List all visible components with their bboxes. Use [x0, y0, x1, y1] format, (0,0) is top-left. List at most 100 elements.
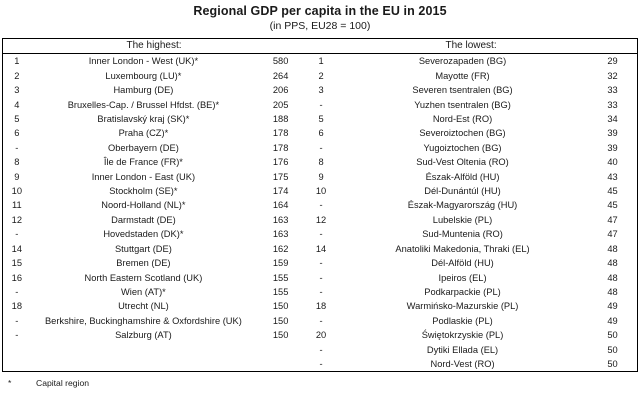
table-header: The highest: The lowest: [3, 39, 637, 55]
lowest-rank: 14 [315, 243, 327, 254]
highest-region: Praha (CZ)* [118, 128, 169, 139]
highest-value: 178 [272, 142, 289, 153]
highest-rank: 5 [14, 114, 20, 125]
highest-rank: - [15, 330, 19, 341]
highest-rank: 10 [11, 186, 22, 197]
footnote-marker: * [8, 378, 12, 389]
table-row: 16 North Eastern Scotland (UK) 155 - Ipeiros… [3, 271, 637, 285]
highest-value: 174 [272, 186, 289, 197]
highest-region: Bratislavský kraj (SK)* [97, 114, 190, 125]
highest-value: 188 [272, 114, 289, 125]
highest-value: 178 [272, 128, 289, 139]
table-row: 2 Luxembourg (LU)* 264 2 Mayotte (FR) 32 [3, 69, 637, 83]
lowest-region: Yugoiztochen (BG) [423, 142, 502, 153]
highest-rank [3, 343, 31, 357]
lowest-value: 45 [607, 186, 618, 197]
lowest-rank: - [319, 142, 323, 153]
lowest-rank: 1 [318, 56, 324, 67]
highest-region [31, 357, 257, 371]
highest-rank: - [15, 286, 19, 297]
lowest-value: 33 [607, 85, 618, 96]
header-lowest: The lowest: [305, 39, 637, 55]
footnote: * Capital region [0, 377, 640, 389]
lowest-rank: 3 [318, 85, 324, 96]
lowest-region: Észak-Magyarország (HU) [407, 200, 518, 211]
lowest-rank: - [319, 99, 323, 110]
highest-value: 159 [272, 258, 289, 269]
highest-value [256, 343, 305, 357]
lowest-value: 49 [607, 315, 618, 326]
highest-rank: 16 [11, 272, 22, 283]
highest-rank: 11 [12, 200, 22, 211]
lowest-region: Severen tsentralen (BG) [412, 85, 513, 96]
lowest-rank: - [319, 344, 323, 355]
highest-rank [3, 357, 31, 371]
highest-value: 150 [272, 301, 289, 312]
lowest-value: 49 [607, 301, 618, 312]
lowest-value: 39 [607, 128, 618, 139]
page-subtitle: (in PPS, EU28 = 100) [269, 20, 371, 32]
lowest-region: Podlaskie (PL) [432, 315, 493, 326]
highest-value: 155 [272, 272, 289, 283]
title-block: Regional GDP per capita in the EU in 201… [0, 0, 640, 33]
lowest-region: Dytiki Ellada (EL) [426, 344, 499, 355]
lowest-value: 39 [607, 142, 618, 153]
highest-value: 164 [272, 200, 289, 211]
highest-region: Noord-Holland (NL)* [101, 200, 186, 211]
lowest-value: 33 [607, 99, 618, 110]
table-body: 1 Inner London - West (UK)* 580 1 Severozapa… [3, 54, 637, 371]
lowest-region: Sud-Muntenia (RO) [422, 229, 503, 240]
highest-rank: 14 [11, 243, 22, 254]
highest-region: Salzburg (AT) [115, 330, 172, 341]
lowest-region: Podkarpackie (PL) [424, 286, 501, 297]
highest-region: Bremen (DE) [116, 258, 171, 269]
highest-rank: 6 [14, 128, 20, 139]
highest-value: 150 [272, 315, 289, 326]
lowest-region: Nord-Est (RO) [432, 114, 493, 125]
table-row: - Salzburg (AT) 150 20 Świętokrzyskie (PL) 50 [3, 328, 637, 342]
table-row: - Wien (AT)* 155 - Podkarpackie (PL) 48 [3, 285, 637, 299]
highest-region [31, 343, 257, 357]
highest-rank: 18 [11, 301, 22, 312]
table-row: 11 Noord-Holland (NL)* 164 - Észak-Magyarors… [3, 198, 637, 212]
lowest-rank: - [319, 258, 323, 269]
table-row: - Nord-Vest (RO) 50 [3, 357, 637, 371]
lowest-region: Severozapaden (BG) [418, 56, 507, 67]
lowest-rank: 18 [315, 301, 327, 312]
highest-value: 155 [272, 286, 289, 297]
highest-region: Berkshire, Buckinghamshire & Oxfordshire… [44, 315, 242, 326]
highest-region: North Eastern Scotland (UK) [84, 272, 203, 283]
footnote-text: Capital region [36, 378, 90, 389]
lowest-rank: - [319, 200, 323, 211]
table-row: 3 Hamburg (DE) 206 3 Severen tsentralen (BG)… [3, 83, 637, 97]
highest-region: Wien (AT)* [121, 286, 166, 297]
highest-rank: 15 [11, 258, 22, 269]
table-row: 5 Bratislavský kraj (SK)* 188 5 Nord-Est (RO… [3, 112, 637, 126]
lowest-value: 40 [607, 157, 618, 168]
lowest-region: Mayotte (FR) [435, 70, 490, 81]
lowest-region: Lubelskie (PL) [432, 214, 493, 225]
highest-rank: 12 [11, 214, 22, 225]
lowest-value: 50 [607, 358, 618, 369]
lowest-rank: 2 [318, 70, 324, 81]
lowest-region: Észak-Alföld (HU) [425, 171, 500, 182]
highest-region: Darmstadt (DE) [111, 214, 176, 225]
table-row: - Berkshire, Buckinghamshire & Oxfordshir… [3, 314, 637, 328]
highest-value: 205 [272, 99, 289, 110]
highest-value: 175 [272, 171, 289, 182]
highest-region: Île de France (FR)* [103, 157, 183, 168]
lowest-region: Severoiztochen (BG) [419, 128, 506, 139]
table-row: 10 Stockholm (SE)* 174 10 Dél-Dunántúl (HU) 4… [3, 184, 637, 198]
lowest-region: Dél-Dunántúl (HU) [424, 186, 501, 197]
lowest-rank: - [319, 286, 323, 297]
highest-region: Stockholm (SE)* [109, 186, 178, 197]
highest-region: Hamburg (DE) [113, 85, 174, 96]
gdp-table-container: The highest: The lowest: 1 Inner London -… [2, 38, 638, 373]
table-row: 12 Darmstadt (DE) 163 12 Lubelskie (PL) 47 [3, 213, 637, 227]
highest-value: 163 [272, 214, 289, 225]
lowest-value: 34 [607, 114, 618, 125]
table-row: - Dytiki Ellada (EL) 50 [3, 343, 637, 357]
highest-region: Hovedstaden (DK)* [103, 229, 184, 240]
highest-region: Utrecht (NL) [118, 301, 169, 312]
